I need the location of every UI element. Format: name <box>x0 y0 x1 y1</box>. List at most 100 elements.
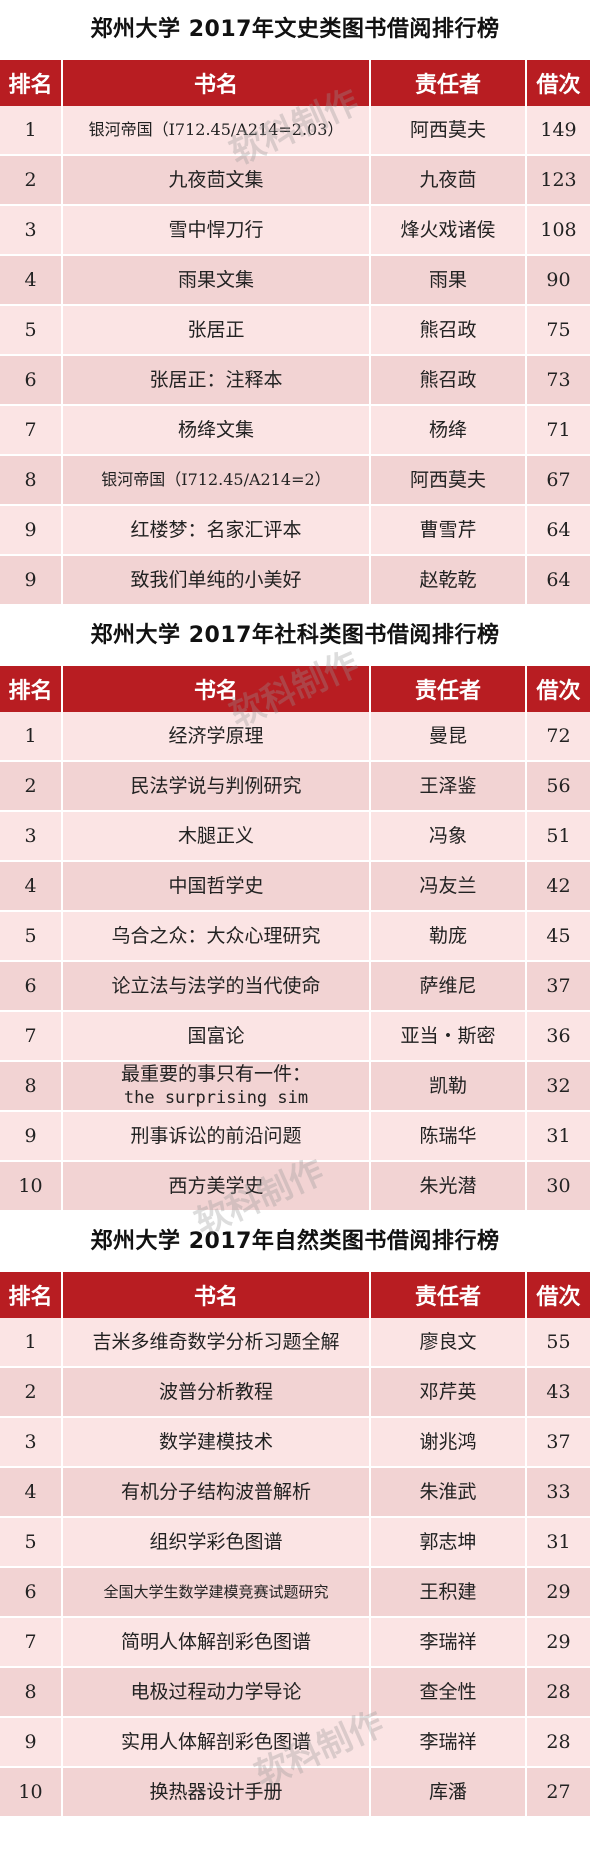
count-cell: 36 <box>526 1011 590 1062</box>
title-cell: 最重要的事只有一件： the surprising sim <box>62 1061 371 1112</box>
title-cell: 红楼梦：名家汇评本 <box>62 505 371 556</box>
author-cell: 曼昆 <box>370 712 527 762</box>
count-cell: 42 <box>526 861 590 912</box>
count-cell: 28 <box>526 1667 590 1718</box>
author-cell: 亚当・斯密 <box>370 1011 527 1062</box>
count-cell: 29 <box>526 1617 590 1668</box>
table-row: 7 简明人体解剖彩色图谱 李瑞祥 29 <box>0 1617 590 1668</box>
table-row: 3 数学建模技术 谢兆鸿 37 <box>0 1417 590 1468</box>
rank-cell: 6 <box>0 961 63 1012</box>
table-row: 2 波普分析教程 邓芹英 43 <box>0 1367 590 1418</box>
title-cell: 组织学彩色图谱 <box>62 1517 371 1568</box>
rank-cell: 1 <box>0 1318 63 1368</box>
table-row: 1 银河帝国（I712.45/A214=2.03） 阿西莫夫 149 <box>0 106 590 156</box>
rank-cell: 2 <box>0 1367 63 1418</box>
table-row: 2 九夜茴文集 九夜茴 123 <box>0 155 590 206</box>
count-cell: 51 <box>526 811 590 862</box>
title-cell: 波普分析教程 <box>62 1367 371 1418</box>
author-cell: 烽火戏诸侯 <box>370 205 527 256</box>
count-cell: 108 <box>526 205 590 256</box>
header-rank: 排名 <box>0 666 63 712</box>
header-title: 书名 <box>62 1272 371 1318</box>
rank-cell: 9 <box>0 555 63 606</box>
author-cell: 阿西莫夫 <box>370 106 527 156</box>
rank-cell: 5 <box>0 1517 63 1568</box>
table-row: 6 论立法与法学的当代使命 萨维尼 37 <box>0 961 590 1012</box>
author-cell: 王积建 <box>370 1567 527 1618</box>
table-row: 4 雨果文集 雨果 90 <box>0 255 590 306</box>
rank-cell: 1 <box>0 712 63 762</box>
ranking-section-social-science: 郑州大学 2017年社科类图书借阅排行榜 排名 书名 责任者 借次 1 经济学原… <box>0 606 590 1212</box>
author-cell: 熊召政 <box>370 305 527 356</box>
section-title: 郑州大学 2017年文史类图书借阅排行榜 <box>90 17 500 42</box>
rank-cell: 5 <box>0 911 63 962</box>
count-cell: 71 <box>526 405 590 456</box>
title-cell: 乌合之众：大众心理研究 <box>62 911 371 962</box>
author-cell: 曹雪芹 <box>370 505 527 556</box>
count-cell: 149 <box>526 106 590 156</box>
author-cell: 勒庞 <box>370 911 527 962</box>
author-cell: 库潘 <box>370 1767 527 1818</box>
header-author: 责任者 <box>370 666 527 712</box>
count-cell: 90 <box>526 255 590 306</box>
title-cell: 吉米多维奇数学分析习题全解 <box>62 1318 371 1368</box>
header-count: 借次 <box>526 60 590 106</box>
count-cell: 43 <box>526 1367 590 1418</box>
count-cell: 55 <box>526 1318 590 1368</box>
title-cell: 雨果文集 <box>62 255 371 306</box>
header-title: 书名 <box>62 60 371 106</box>
header-rank: 排名 <box>0 60 63 106</box>
count-cell: 37 <box>526 961 590 1012</box>
author-cell: 冯友兰 <box>370 861 527 912</box>
count-cell: 27 <box>526 1767 590 1818</box>
rank-cell: 2 <box>0 761 63 812</box>
table-row: 3 雪中悍刀行 烽火戏诸侯 108 <box>0 205 590 256</box>
table-row: 4 有机分子结构波普解析 朱淮武 33 <box>0 1467 590 1518</box>
table-row: 6 全国大学生数学建模竞赛试题研究 王积建 29 <box>0 1567 590 1618</box>
title-cell: 论立法与法学的当代使命 <box>62 961 371 1012</box>
count-cell: 123 <box>526 155 590 206</box>
header-count: 借次 <box>526 1272 590 1318</box>
rank-cell: 4 <box>0 1467 63 1518</box>
table-row: 8 银河帝国（I712.45/A214=2） 阿西莫夫 67 <box>0 455 590 506</box>
count-cell: 31 <box>526 1111 590 1162</box>
author-cell: 雨果 <box>370 255 527 306</box>
table-row: 5 组织学彩色图谱 郭志坤 31 <box>0 1517 590 1568</box>
rank-cell: 10 <box>0 1767 63 1818</box>
count-cell: 67 <box>526 455 590 506</box>
title-cell: 张居正：注释本 <box>62 355 371 406</box>
author-cell: 查全性 <box>370 1667 527 1718</box>
table-header-row: 排名 书名 责任者 借次 <box>0 1272 590 1318</box>
title-cell: 刑事诉讼的前沿问题 <box>62 1111 371 1162</box>
title-cell: 木腿正义 <box>62 811 371 862</box>
header-title: 书名 <box>62 666 371 712</box>
header-rank: 排名 <box>0 1272 63 1318</box>
author-cell: 阿西莫夫 <box>370 455 527 506</box>
count-cell: 29 <box>526 1567 590 1618</box>
table-row: 8 最重要的事只有一件： the surprising sim 凯勒 32 <box>0 1061 590 1112</box>
author-cell: 陈瑞华 <box>370 1111 527 1162</box>
table-row: 5 张居正 熊召政 75 <box>0 305 590 356</box>
author-cell: 邓芹英 <box>370 1367 527 1418</box>
table-header-row: 排名 书名 责任者 借次 <box>0 666 590 712</box>
table-row: 2 民法学说与判例研究 王泽鉴 56 <box>0 761 590 812</box>
author-cell: 冯象 <box>370 811 527 862</box>
ranking-table: 排名 书名 责任者 借次 1 银河帝国（I712.45/A214=2.03） 阿… <box>0 60 590 606</box>
table-row: 7 杨绛文集 杨绛 71 <box>0 405 590 456</box>
title-line-2: the surprising sim <box>123 1088 309 1108</box>
title-cell: 杨绛文集 <box>62 405 371 456</box>
author-cell: 赵乾乾 <box>370 555 527 606</box>
title-cell: 银河帝国（I712.45/A214=2） <box>62 455 371 506</box>
rank-cell: 3 <box>0 1417 63 1468</box>
rank-cell: 8 <box>0 1667 63 1718</box>
ranking-table: 排名 书名 责任者 借次 1 经济学原理 曼昆 72 2 民法学说与判例研究 王… <box>0 666 590 1212</box>
rank-cell: 7 <box>0 1011 63 1062</box>
section-title: 郑州大学 2017年社科类图书借阅排行榜 <box>90 623 500 648</box>
count-cell: 75 <box>526 305 590 356</box>
rank-cell: 5 <box>0 305 63 356</box>
rank-cell: 9 <box>0 1717 63 1768</box>
count-cell: 28 <box>526 1717 590 1768</box>
author-cell: 郭志坤 <box>370 1517 527 1568</box>
rank-cell: 9 <box>0 1111 63 1162</box>
count-cell: 73 <box>526 355 590 406</box>
